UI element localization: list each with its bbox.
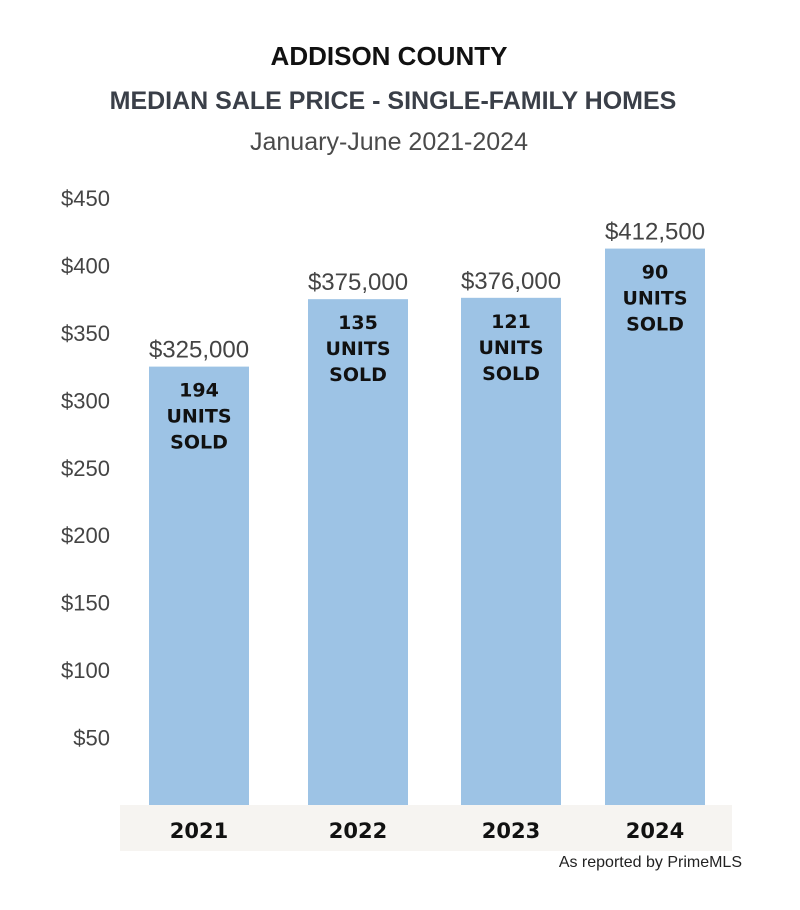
units-sold-label: 194 xyxy=(179,380,219,402)
value-label: $376,000 xyxy=(461,268,561,295)
bar-2023 xyxy=(461,297,561,805)
category-label: 2024 xyxy=(626,819,684,843)
units-sold-label: UNITS xyxy=(622,288,687,310)
chart-subtitle: MEDIAN SALE PRICE - SINGLE-FAMILY HOMES xyxy=(109,87,677,115)
y-tick-label: $350 xyxy=(61,321,110,346)
units-sold-label: 90 xyxy=(642,262,668,284)
units-sold-label: UNITS xyxy=(325,338,390,360)
units-sold-label: UNITS xyxy=(166,406,231,428)
bar-2024 xyxy=(605,248,705,806)
y-tick-label: $100 xyxy=(61,658,110,683)
category-band xyxy=(120,805,732,851)
units-sold-label: SOLD xyxy=(329,364,387,386)
category-label: 2022 xyxy=(329,819,387,843)
value-label: $325,000 xyxy=(149,337,249,364)
y-tick-label: $250 xyxy=(61,456,110,481)
chart-title: ADDISON COUNTY xyxy=(270,41,508,71)
units-sold-label: 121 xyxy=(491,311,531,333)
value-label: $375,000 xyxy=(308,269,408,296)
y-tick-label: $300 xyxy=(61,388,110,413)
y-tick-label: $450 xyxy=(61,186,110,211)
category-label: 2023 xyxy=(482,819,540,843)
units-sold-label: UNITS xyxy=(478,337,543,359)
units-sold-label: SOLD xyxy=(626,314,684,336)
y-tick-label: $200 xyxy=(61,523,110,548)
y-tick-label: $400 xyxy=(61,253,110,278)
y-tick-label: $50 xyxy=(73,726,110,751)
units-sold-label: SOLD xyxy=(170,432,228,454)
value-label: $412,500 xyxy=(605,219,705,246)
y-tick-label: $150 xyxy=(61,591,110,616)
category-label: 2021 xyxy=(170,819,228,843)
bar-2021 xyxy=(149,366,249,805)
units-sold-label: 135 xyxy=(338,312,378,334)
bar-2022 xyxy=(308,299,408,805)
source-note: As reported by PrimeMLS xyxy=(558,854,742,871)
chart-period: January-June 2021-2024 xyxy=(250,128,528,156)
units-sold-label: SOLD xyxy=(482,363,540,385)
